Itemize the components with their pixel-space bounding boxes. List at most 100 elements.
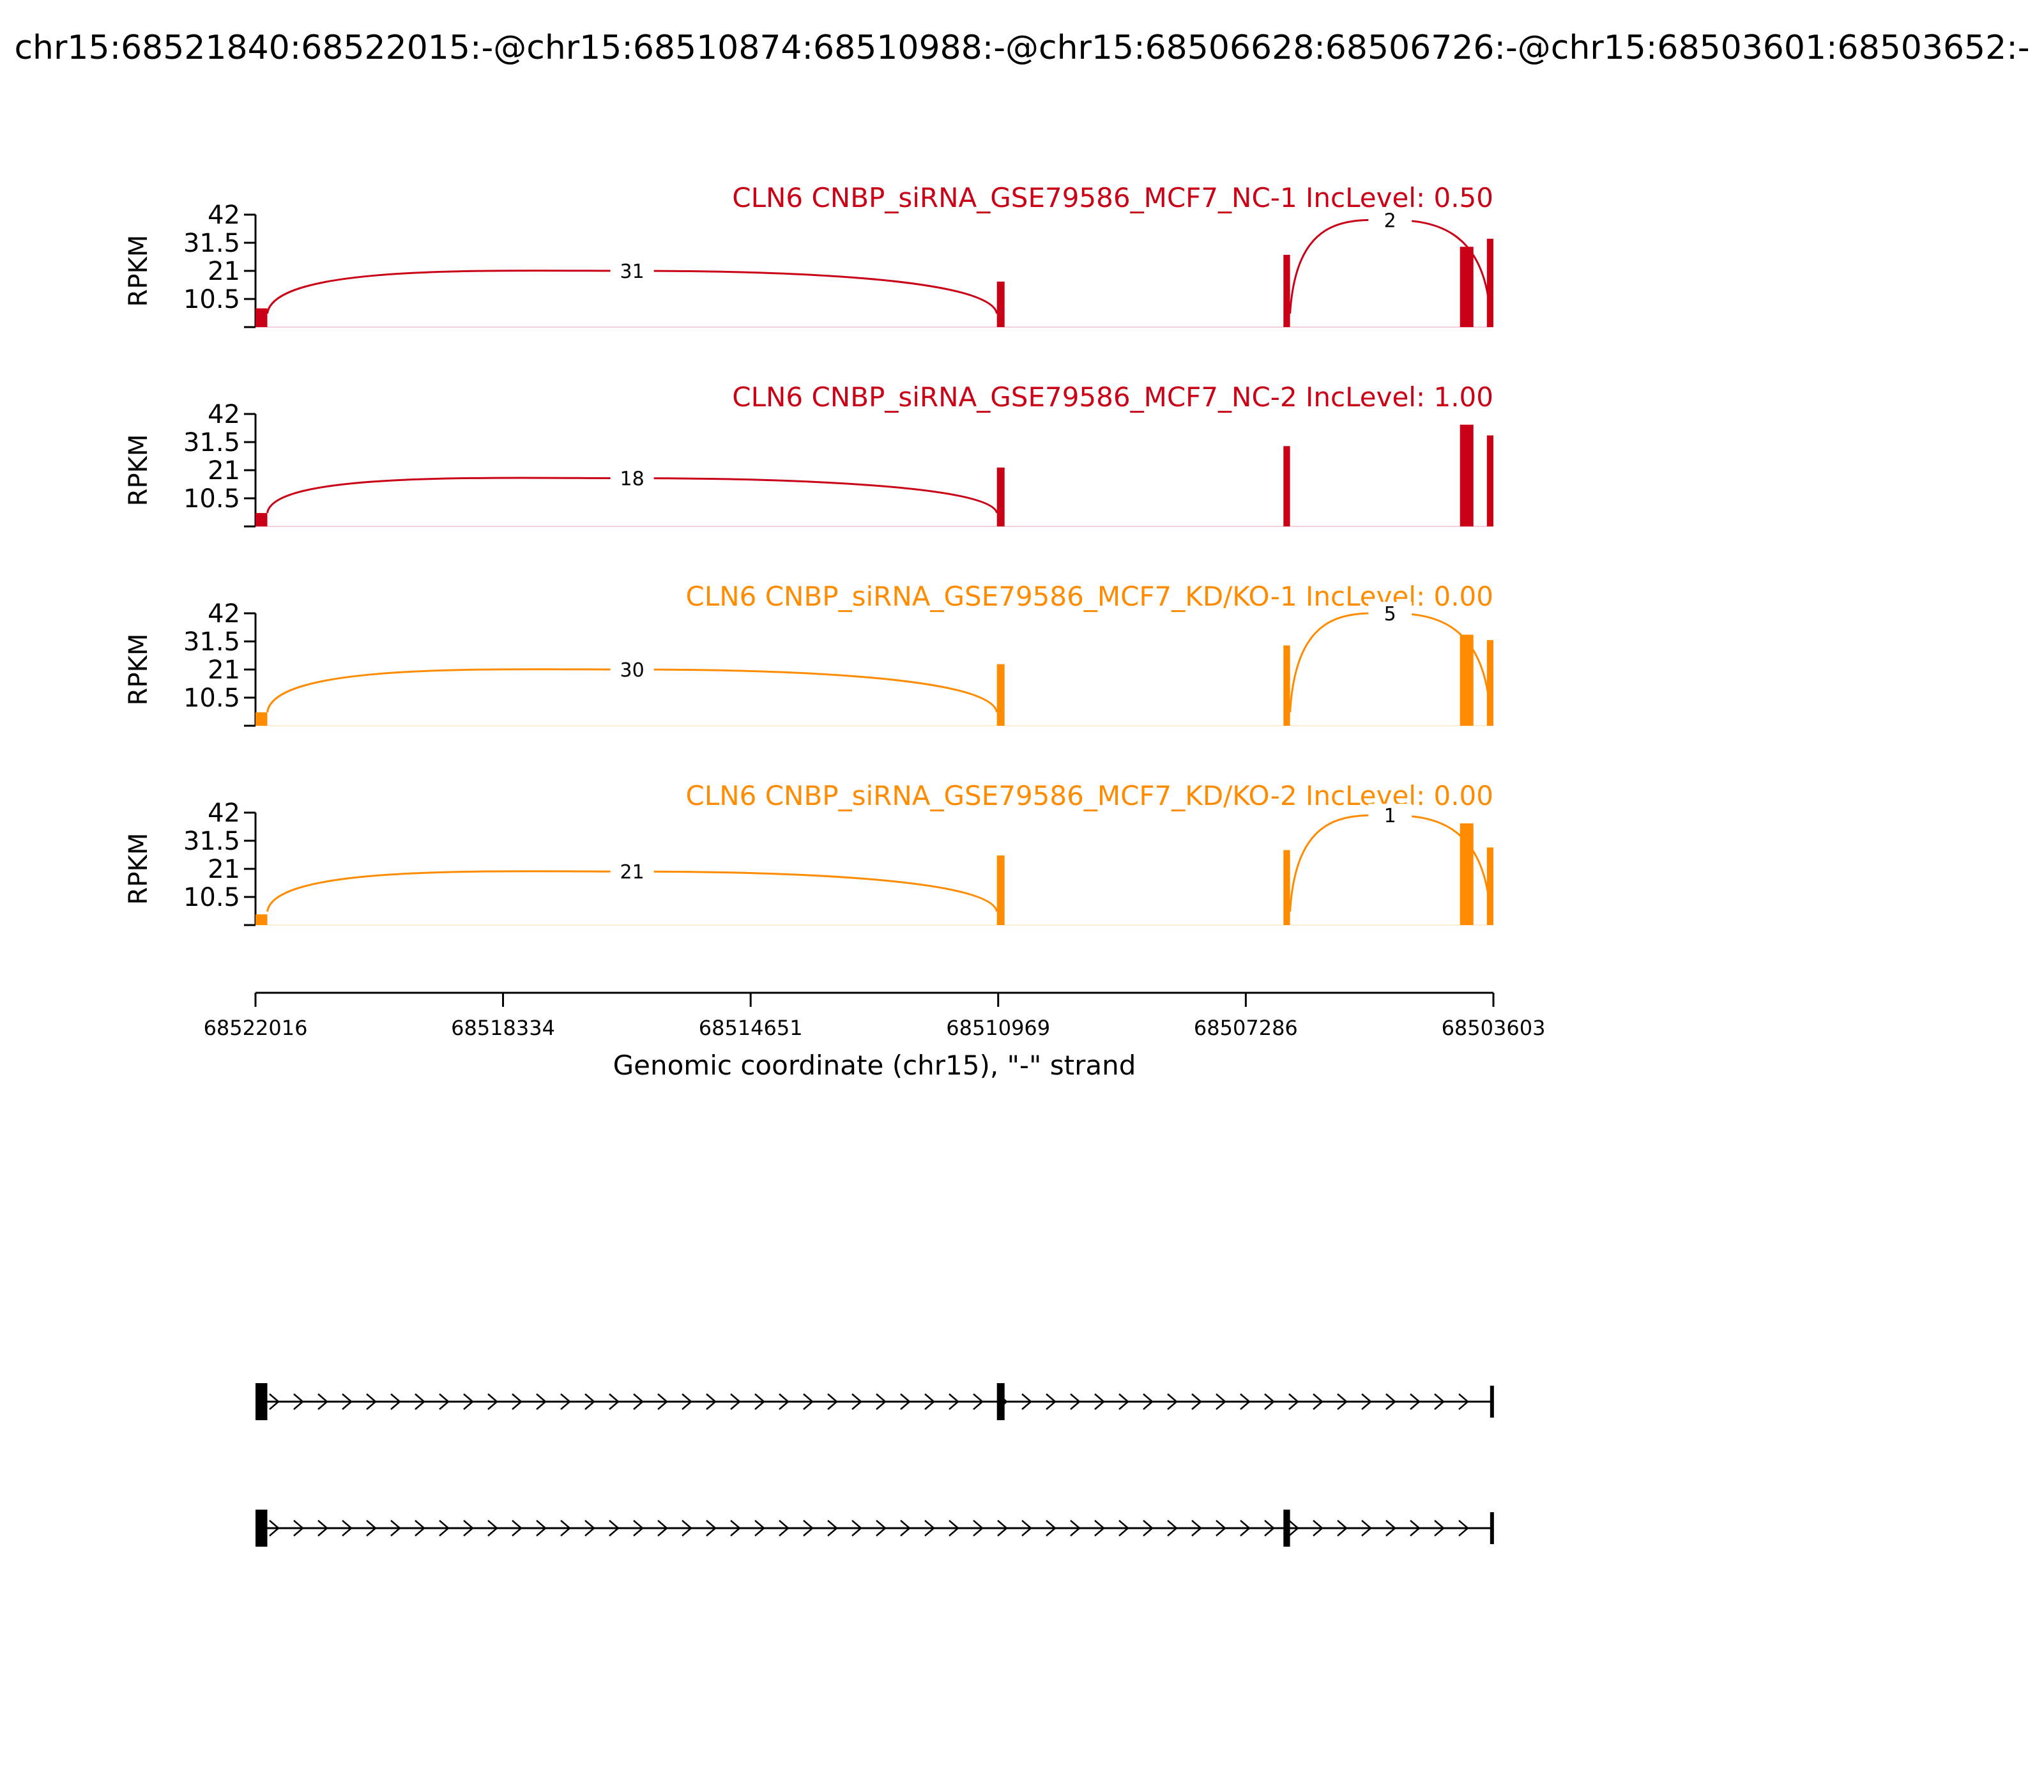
track-title: CLN6 CNBP_siRNA_GSE79586_MCF7_KD/KO-1 In… bbox=[686, 581, 1494, 612]
coverage-block bbox=[1486, 847, 1493, 925]
coverage-block bbox=[996, 855, 1005, 925]
strand-chevron bbox=[827, 1520, 838, 1536]
y-axis-label: RPKM bbox=[124, 634, 153, 706]
isoform-1 bbox=[256, 1383, 1494, 1420]
strand-chevron bbox=[1216, 1393, 1226, 1410]
strand-chevron bbox=[269, 1393, 280, 1410]
x-tick-label: 68503603 bbox=[1442, 1016, 1546, 1040]
strand-chevron bbox=[876, 1520, 887, 1536]
y-tick-label: 10.5 bbox=[183, 285, 240, 314]
junction-label-bg bbox=[610, 259, 654, 282]
track-3: CLN6 CNBP_siRNA_GSE79586_MCF7_KD/KO-1 In… bbox=[124, 581, 1494, 727]
strand-chevron bbox=[1434, 1520, 1445, 1536]
strand-chevron bbox=[560, 1520, 571, 1536]
junction-count: 2 bbox=[1384, 210, 1396, 232]
exon-block bbox=[1283, 1510, 1290, 1547]
y-tick-label: 42 bbox=[208, 799, 240, 828]
strand-chevron bbox=[1264, 1393, 1275, 1410]
strand-chevron bbox=[1410, 1520, 1421, 1536]
strand-chevron bbox=[633, 1520, 644, 1536]
strand-chevron bbox=[463, 1393, 474, 1410]
strand-chevron bbox=[851, 1393, 862, 1410]
strand-chevron bbox=[803, 1520, 814, 1536]
strand-chevron bbox=[754, 1520, 765, 1536]
strand-chevron bbox=[342, 1393, 353, 1410]
track-2: CLN6 CNBP_siRNA_GSE79586_MCF7_NC-2 IncLe… bbox=[124, 381, 1493, 528]
strand-chevron bbox=[536, 1520, 547, 1536]
x-axis-label: Genomic coordinate (chr15), "-" strand bbox=[613, 1050, 1136, 1081]
strand-chevron bbox=[1143, 1520, 1154, 1536]
y-tick-label: 42 bbox=[208, 400, 240, 429]
coverage-block bbox=[256, 308, 268, 327]
y-tick-label: 31.5 bbox=[183, 827, 240, 856]
junction-label-bg bbox=[1368, 208, 1412, 232]
coverage-block bbox=[1283, 446, 1290, 526]
y-tick-label: 21 bbox=[208, 456, 240, 486]
strand-chevron bbox=[779, 1393, 789, 1410]
strand-chevron bbox=[1458, 1393, 1469, 1410]
y-tick-label: 31.5 bbox=[183, 428, 240, 457]
strand-chevron bbox=[1288, 1520, 1299, 1536]
strand-chevron bbox=[900, 1393, 911, 1410]
coverage-block bbox=[1460, 247, 1474, 327]
junction-count: 18 bbox=[620, 468, 644, 491]
strand-chevron bbox=[512, 1393, 522, 1410]
coverage-block bbox=[1283, 254, 1290, 327]
strand-chevron bbox=[1385, 1393, 1396, 1410]
exon-block bbox=[996, 1383, 1005, 1420]
strand-chevron bbox=[487, 1520, 498, 1536]
y-axis-label: RPKM bbox=[124, 833, 153, 905]
strand-chevron bbox=[1094, 1393, 1105, 1410]
strand-chevron bbox=[536, 1393, 547, 1410]
exon-block bbox=[1490, 1386, 1494, 1418]
coverage-block bbox=[1283, 645, 1290, 726]
junction-label-bg bbox=[610, 466, 654, 490]
track-4: CLN6 CNBP_siRNA_GSE79586_MCF7_KD/KO-2 In… bbox=[124, 780, 1493, 926]
strand-chevron bbox=[269, 1520, 280, 1536]
x-tick-label: 68522016 bbox=[204, 1016, 308, 1040]
strand-chevron bbox=[390, 1520, 401, 1536]
exon-block bbox=[256, 1383, 268, 1420]
strand-chevron bbox=[657, 1393, 668, 1410]
strand-chevron bbox=[1118, 1520, 1129, 1536]
coverage-block bbox=[256, 914, 268, 925]
strand-chevron bbox=[415, 1393, 425, 1410]
strand-chevron bbox=[682, 1520, 692, 1536]
junction-count: 31 bbox=[620, 261, 644, 283]
strand-chevron bbox=[512, 1520, 522, 1536]
strand-chevron bbox=[415, 1520, 425, 1536]
coverage-block bbox=[996, 664, 1005, 726]
strand-chevron bbox=[949, 1393, 959, 1410]
strand-chevron bbox=[366, 1520, 377, 1536]
junction-label-bg bbox=[1368, 804, 1412, 827]
strand-chevron bbox=[1410, 1393, 1421, 1410]
y-tick-label: 21 bbox=[208, 655, 240, 685]
y-tick-label: 31.5 bbox=[183, 627, 240, 657]
strand-chevron bbox=[924, 1393, 935, 1410]
y-tick-label: 10.5 bbox=[183, 484, 240, 514]
strand-chevron bbox=[1313, 1393, 1323, 1410]
exon-block bbox=[1490, 1512, 1494, 1544]
strand-chevron bbox=[584, 1520, 595, 1536]
x-axis: 68522016 68518334 68514651 68510969 68507286… bbox=[204, 992, 1546, 1081]
strand-chevron bbox=[827, 1393, 838, 1410]
coverage-block bbox=[1460, 424, 1474, 526]
strand-chevron bbox=[779, 1520, 789, 1536]
strand-chevron bbox=[1143, 1393, 1154, 1410]
strand-chevron bbox=[1337, 1520, 1348, 1536]
strand-chevron bbox=[1167, 1520, 1178, 1536]
strand-chevron bbox=[609, 1520, 620, 1536]
strand-chevron bbox=[1264, 1520, 1275, 1536]
strand-chevron bbox=[1240, 1520, 1251, 1536]
strand-chevron bbox=[439, 1520, 450, 1536]
strand-chevron bbox=[730, 1520, 741, 1536]
strand-chevron bbox=[1118, 1393, 1129, 1410]
coverage-block bbox=[256, 712, 268, 726]
coverage-block bbox=[256, 513, 268, 526]
strand-chevron bbox=[730, 1393, 741, 1410]
x-tick-label: 68507286 bbox=[1194, 1016, 1298, 1040]
strand-chevron bbox=[1094, 1520, 1105, 1536]
strand-chevron bbox=[366, 1393, 377, 1410]
strand-chevron bbox=[1434, 1393, 1445, 1410]
